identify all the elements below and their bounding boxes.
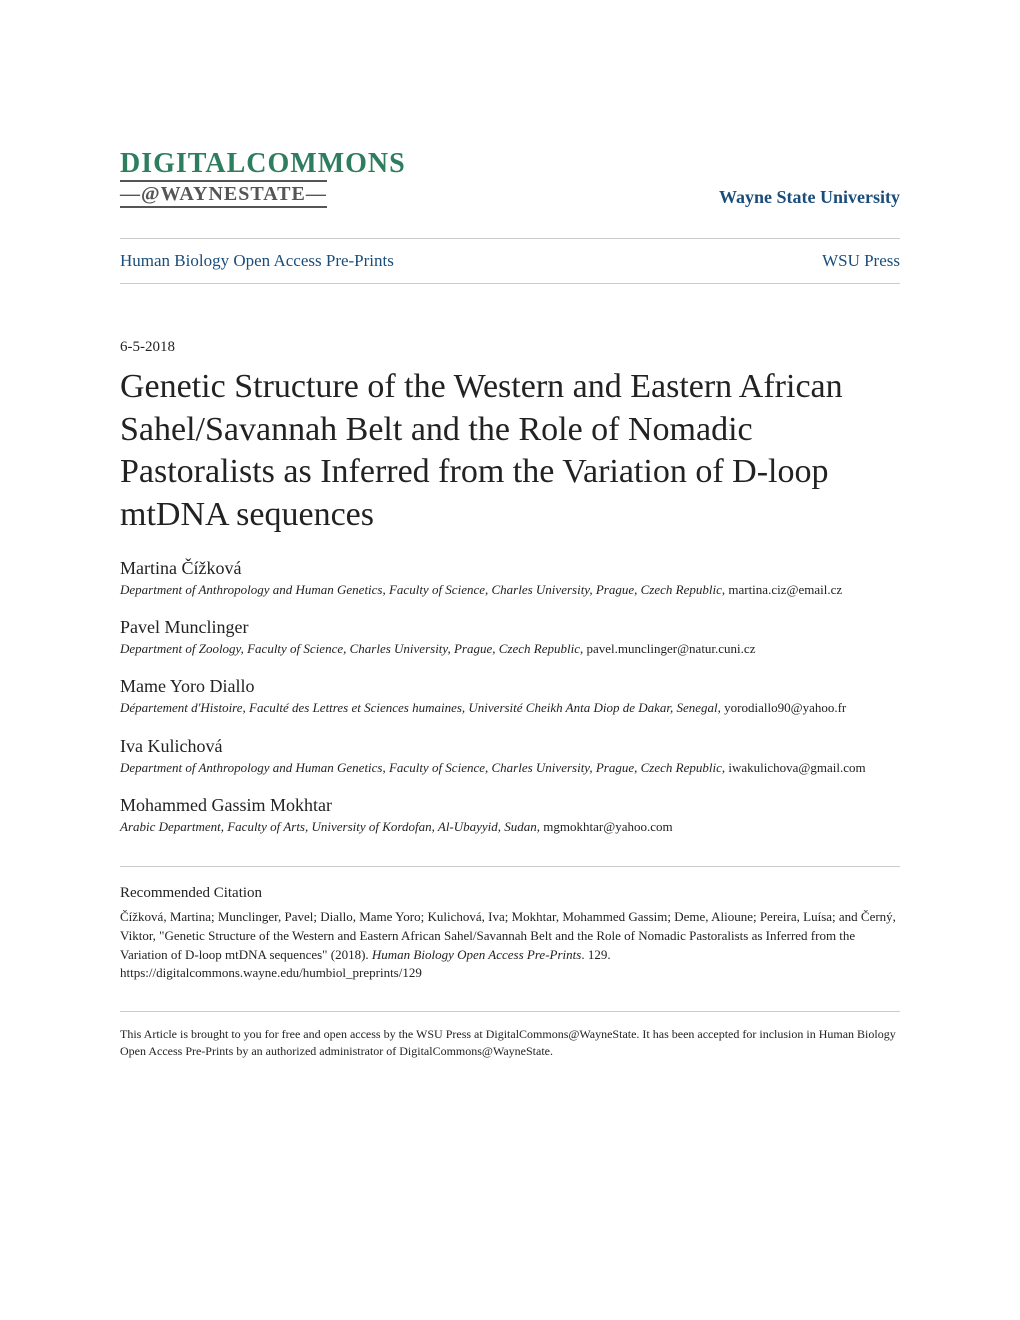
author-name: Iva Kulichová — [120, 736, 900, 757]
footer-divider — [120, 1011, 900, 1012]
affiliation-text: Arabic Department, Faculty of Arts, Univ… — [120, 819, 537, 834]
author-affiliation: Department of Zoology, Faculty of Scienc… — [120, 640, 900, 658]
citation-series: Human Biology Open Access Pre-Prints — [372, 947, 581, 962]
logo-line2: —@WAYNESTATE— — [120, 180, 327, 208]
author-email: , yorodiallo90@yahoo.fr — [718, 700, 847, 715]
author-email: , iwakulichova@gmail.com — [722, 760, 866, 775]
author-name: Martina Čížková — [120, 558, 900, 579]
nav-link-preprints[interactable]: Human Biology Open Access Pre-Prints — [120, 251, 394, 271]
author-name: Mohammed Gassim Mokhtar — [120, 795, 900, 816]
author-email: , pavel.munclinger@natur.cuni.cz — [580, 641, 756, 656]
affiliation-text: Department of Anthropology and Human Gen… — [120, 760, 722, 775]
logo: DIGITALCOMMONS —@WAYNESTATE— — [120, 150, 406, 208]
logo-line1: DIGITALCOMMONS — [120, 150, 406, 178]
author-affiliation: Department of Anthropology and Human Gen… — [120, 759, 900, 777]
affiliation-text: Department of Zoology, Faculty of Scienc… — [120, 641, 580, 656]
citation-url: https://digitalcommons.wayne.edu/humbiol… — [120, 965, 422, 980]
university-name[interactable]: Wayne State University — [719, 187, 900, 208]
author-affiliation: Department of Anthropology and Human Gen… — [120, 581, 900, 599]
author-block: Pavel Munclinger Department of Zoology, F… — [120, 617, 900, 658]
author-affiliation: Arabic Department, Faculty of Arts, Univ… — [120, 818, 900, 836]
author-block: Mame Yoro Diallo Département d'Histoire, … — [120, 676, 900, 717]
author-block: Martina Čížková Department of Anthropolog… — [120, 558, 900, 599]
citation-heading: Recommended Citation — [120, 885, 900, 902]
footer-text: This Article is brought to you for free … — [120, 1026, 900, 1060]
author-name: Pavel Munclinger — [120, 617, 900, 638]
article-date: 6-5-2018 — [120, 339, 900, 356]
author-block: Iva Kulichová Department of Anthropology … — [120, 736, 900, 777]
affiliation-text: Department of Anthropology and Human Gen… — [120, 582, 722, 597]
citation-text: Čížková, Martina; Munclinger, Pavel; Dia… — [120, 908, 900, 983]
author-email: , martina.ciz@email.cz — [722, 582, 842, 597]
header: DIGITALCOMMONS —@WAYNESTATE— Wayne State… — [120, 150, 900, 208]
author-affiliation: Département d'Histoire, Faculté des Lett… — [120, 699, 900, 717]
citation-divider — [120, 866, 900, 867]
nav-link-wsu-press[interactable]: WSU Press — [822, 251, 900, 271]
affiliation-text: Département d'Histoire, Faculté des Lett… — [120, 700, 718, 715]
author-name: Mame Yoro Diallo — [120, 676, 900, 697]
author-block: Mohammed Gassim Mokhtar Arabic Department… — [120, 795, 900, 836]
citation-suffix: . 129. — [581, 947, 610, 962]
author-email: , mgmokhtar@yahoo.com — [537, 819, 673, 834]
article-title: Genetic Structure of the Western and Eas… — [120, 366, 900, 536]
authors-list: Martina Čížková Department of Anthropolog… — [120, 558, 900, 836]
nav-links: Human Biology Open Access Pre-Prints WSU… — [120, 238, 900, 284]
